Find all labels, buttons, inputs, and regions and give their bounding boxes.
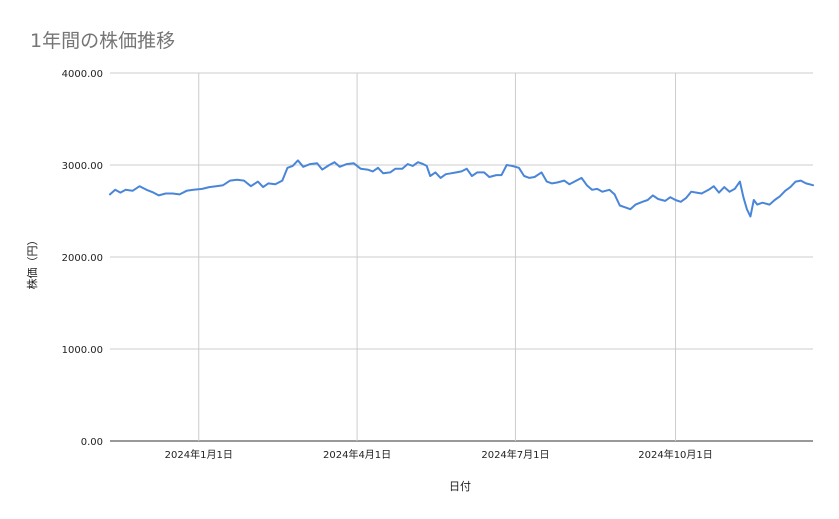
y-tick-label: 2000.00 <box>62 253 103 264</box>
x-tick-label: 2024年1月1日 <box>165 448 233 461</box>
series-line <box>109 159 814 218</box>
y-tick-label: 4000.00 <box>62 69 103 80</box>
y-tick-label: 3000.00 <box>62 161 103 172</box>
x-tick-label: 2024年4月1日 <box>323 448 391 461</box>
x-axis-title: 日付 <box>449 480 471 493</box>
x-tick-label: 2024年10月1日 <box>638 448 713 461</box>
y-tick-label: 1000.00 <box>62 345 103 356</box>
x-tick-labels: 2024年1月1日 2024年4月1日 2024年7月1日 2024年10月1日 <box>165 448 713 461</box>
gridlines <box>110 72 813 442</box>
y-axis-title: 株価（円） <box>25 235 39 290</box>
y-tick-labels: 0.00 1000.00 2000.00 3000.00 4000.00 <box>62 69 103 448</box>
x-tick-label: 2024年7月1日 <box>481 448 549 461</box>
series-layer <box>109 159 814 218</box>
y-tick-label: 0.00 <box>81 437 103 448</box>
chart-title: 1年間の株価推移 <box>30 30 176 52</box>
